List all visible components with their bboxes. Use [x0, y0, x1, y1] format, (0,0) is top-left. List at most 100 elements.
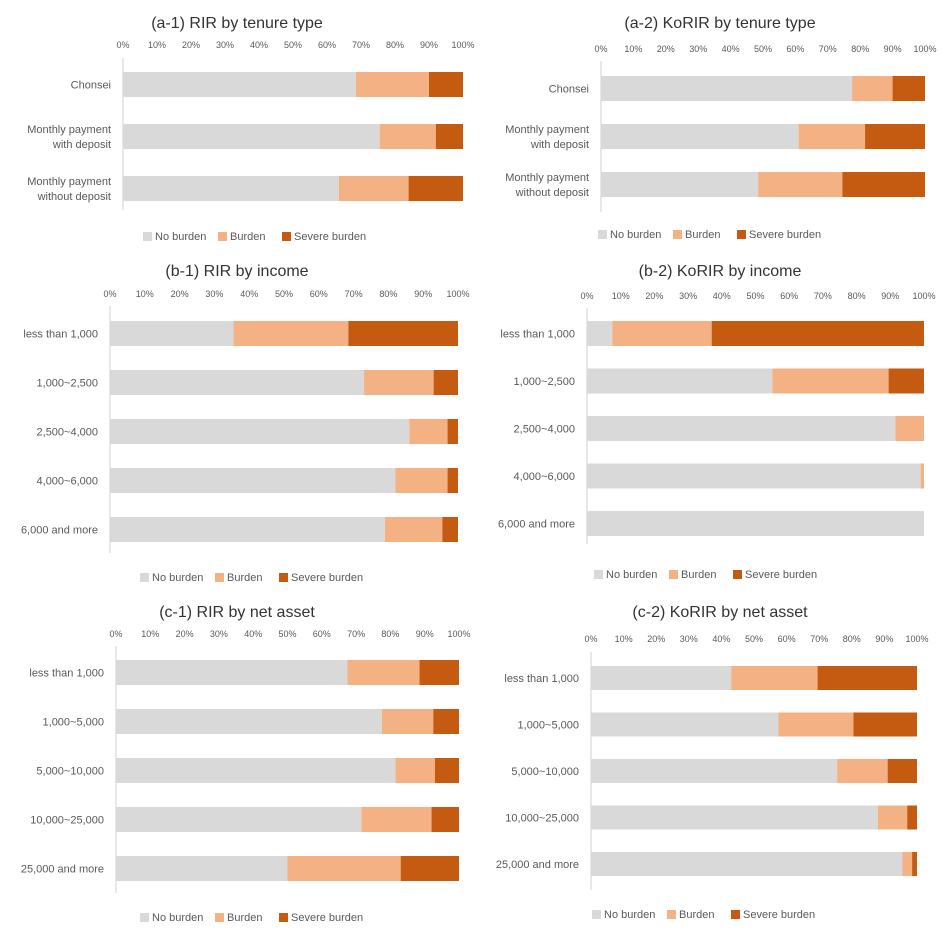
x-tick-label-a2-3: 30% [689, 44, 707, 54]
bar-b1-burden-0 [233, 321, 349, 346]
bar-c1-burden-2 [395, 758, 435, 783]
category-label-c2-0: less than 1,000 [504, 673, 579, 685]
x-tick-label-a1-6: 60% [318, 40, 336, 50]
x-tick-label-a1-2: 20% [182, 40, 200, 50]
bar-c2-no-burden-4 [591, 852, 903, 876]
bar-b1-no-burden-1 [110, 370, 365, 395]
x-tick-label-b1-10: 100% [446, 289, 469, 299]
x-tick-label-a2-7: 70% [819, 44, 837, 54]
bar-b1-no-burden-2 [110, 419, 410, 444]
bar-a1-no-burden-2 [123, 176, 339, 201]
legend-label-a2-burden: Burden [685, 229, 720, 241]
legend-label-a1-severe-burden: Severe burden [294, 231, 366, 243]
x-tick-label-c1-3: 30% [210, 629, 228, 639]
x-tick-label-a1-10: 100% [451, 40, 474, 50]
chart-panel-a1: (a-1) RIR by tenure type 0% 10% 20% 30% 40% 50… [27, 15, 474, 243]
bar-b1-no-burden-0 [110, 321, 234, 346]
x-tick-label-b1-5: 50% [275, 289, 293, 299]
legend-swatch-b1-severe-burden [279, 573, 288, 582]
x-tick-label-b2-10: 100% [912, 291, 935, 301]
bar-b2-burden-2 [895, 416, 924, 441]
x-tick-label-c2-8: 80% [843, 634, 861, 644]
x-tick-label-b1-4: 40% [240, 289, 258, 299]
legend-label-c2-severe-burden: Severe burden [743, 909, 815, 921]
x-tick-label-a1-7: 70% [352, 40, 370, 50]
legend-swatch-c1-no-burden [140, 913, 149, 922]
legend-swatch-c2-severe-burden [731, 910, 740, 919]
bar-c1-severe-burden-3 [431, 807, 459, 832]
bar-c1-burden-4 [287, 856, 401, 881]
bar-b2-no-burden-4 [587, 511, 924, 536]
x-tick-label-c2-5: 50% [745, 634, 763, 644]
legend-label-b2-no-burden: No burden [606, 569, 657, 581]
bar-c1-severe-burden-0 [419, 660, 459, 685]
x-tick-label-a2-1: 10% [624, 44, 642, 54]
x-tick-label-b2-1: 10% [612, 291, 630, 301]
category-label-a2-0: Chonsei [549, 84, 589, 96]
legend-swatch-c2-no-burden [592, 910, 601, 919]
legend-swatch-b2-severe-burden [733, 570, 742, 579]
bar-b1-no-burden-3 [110, 468, 396, 493]
bar-c2-burden-2 [837, 759, 888, 783]
bar-c1-burden-0 [347, 660, 420, 685]
x-tick-label-b2-9: 90% [881, 291, 899, 301]
category-label-b1-2: 2,500~4,000 [37, 427, 98, 439]
x-tick-label-a1-3: 30% [216, 40, 234, 50]
bar-b1-burden-4 [384, 517, 443, 542]
bar-a2-severe-burden-2 [842, 172, 925, 197]
bar-b2-no-burden-0 [587, 321, 613, 346]
x-tick-label-c2-7: 70% [810, 634, 828, 644]
x-tick-label-a1-9: 90% [420, 40, 438, 50]
x-tick-label-c2-0: 0% [584, 634, 597, 644]
category-label-a1-0: Chonsei [71, 80, 111, 92]
bar-b1-severe-burden-1 [433, 370, 458, 395]
x-tick-label-b2-3: 30% [679, 291, 697, 301]
bar-c1-severe-burden-1 [433, 709, 459, 734]
bar-c1-severe-burden-2 [434, 758, 459, 783]
bar-c1-no-burden-4 [116, 856, 288, 881]
category-label-b2-3: 4,000~6,000 [514, 471, 575, 483]
bar-b2-no-burden-1 [587, 368, 773, 394]
x-tick-label-c1-9: 90% [416, 629, 434, 639]
bar-c2-burden-1 [778, 712, 854, 737]
bar-b1-no-burden-4 [110, 517, 385, 542]
x-tick-label-c1-4: 40% [244, 629, 262, 639]
bar-a2-severe-burden-1 [865, 124, 925, 149]
category-label-a1-1: Monthly payment with deposit [27, 124, 111, 151]
category-label-b2-1: 1,000~2,500 [514, 376, 575, 388]
bar-a2-severe-burden-0 [892, 76, 925, 101]
bar-c2-severe-burden-1 [853, 712, 917, 737]
x-tick-label-c2-9: 90% [875, 634, 893, 644]
bar-c2-severe-burden-3 [907, 805, 917, 830]
bar-b2-burden-0 [612, 321, 712, 346]
x-tick-label-b2-6: 60% [780, 291, 798, 301]
chart-title-c2: (c-2) KoRIR by net asset [632, 604, 808, 621]
bar-c2-burden-3 [877, 805, 908, 830]
bar-c1-no-burden-3 [116, 807, 362, 832]
legend-swatch-a2-no-burden [598, 230, 607, 239]
category-label-a1-2: Monthly payment without deposit [27, 176, 111, 203]
x-tick-label-a1-0: 0% [116, 40, 129, 50]
legend-swatch-c2-burden [667, 910, 676, 919]
x-tick-label-b1-0: 0% [103, 289, 116, 299]
bar-b1-severe-burden-0 [348, 321, 458, 346]
x-tick-label-b2-4: 40% [713, 291, 731, 301]
x-tick-label-a1-1: 10% [148, 40, 166, 50]
bar-a2-no-burden-1 [601, 124, 799, 149]
legend-label-b1-no-burden: No burden [152, 572, 203, 584]
x-tick-label-a2-4: 40% [722, 44, 740, 54]
bar-a1-no-burden-1 [123, 124, 380, 149]
bar-b1-burden-3 [395, 468, 448, 493]
x-tick-label-b2-8: 80% [848, 291, 866, 301]
category-label-b2-2: 2,500~4,000 [514, 424, 575, 436]
bar-a1-severe-burden-2 [408, 176, 463, 201]
x-tick-label-a1-5: 50% [284, 40, 302, 50]
category-label-b1-1: 1,000~2,500 [37, 378, 98, 390]
x-tick-label-b2-0: 0% [580, 291, 593, 301]
x-tick-label-a2-9: 90% [884, 44, 902, 54]
legend-swatch-c1-severe-burden [279, 913, 288, 922]
x-tick-label-c1-0: 0% [109, 629, 122, 639]
bar-a1-burden-0 [355, 72, 429, 97]
bar-a1-severe-burden-1 [435, 124, 463, 149]
